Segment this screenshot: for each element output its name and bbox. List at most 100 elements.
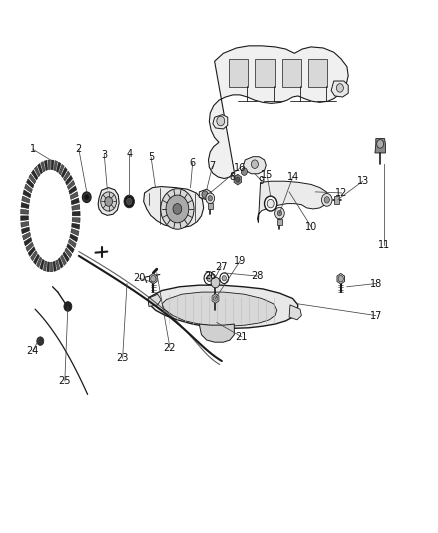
Polygon shape: [71, 229, 79, 236]
Polygon shape: [21, 203, 29, 208]
Circle shape: [277, 211, 282, 216]
Polygon shape: [199, 324, 234, 342]
Polygon shape: [162, 292, 277, 326]
Text: 3: 3: [101, 150, 107, 159]
Polygon shape: [56, 260, 60, 270]
Circle shape: [101, 192, 117, 211]
Circle shape: [173, 204, 182, 214]
Circle shape: [251, 160, 258, 168]
Polygon shape: [149, 273, 157, 284]
Text: 23: 23: [117, 353, 129, 363]
Text: 15: 15: [261, 170, 273, 180]
Text: 11: 11: [378, 240, 390, 250]
Polygon shape: [68, 239, 76, 248]
Polygon shape: [26, 179, 34, 188]
Polygon shape: [229, 59, 248, 87]
Polygon shape: [26, 242, 33, 252]
Circle shape: [206, 193, 215, 204]
Polygon shape: [149, 285, 298, 328]
Text: 18: 18: [370, 279, 382, 288]
Polygon shape: [36, 257, 42, 268]
Polygon shape: [61, 167, 67, 177]
Circle shape: [321, 193, 332, 206]
Polygon shape: [199, 189, 211, 200]
Polygon shape: [28, 247, 35, 256]
Polygon shape: [72, 211, 80, 216]
Polygon shape: [258, 181, 328, 223]
Polygon shape: [24, 237, 32, 246]
Text: 14: 14: [286, 172, 299, 182]
Text: 19: 19: [234, 256, 246, 266]
Polygon shape: [289, 305, 301, 320]
Circle shape: [161, 189, 194, 229]
Text: 2: 2: [76, 144, 82, 154]
Polygon shape: [21, 221, 29, 227]
Circle shape: [213, 296, 218, 301]
Text: 1: 1: [30, 144, 36, 154]
Circle shape: [207, 275, 212, 281]
Text: 10: 10: [305, 222, 317, 231]
Circle shape: [166, 195, 189, 223]
Circle shape: [275, 207, 284, 219]
Text: 22: 22: [164, 343, 176, 352]
Polygon shape: [64, 171, 70, 181]
Polygon shape: [60, 255, 67, 265]
Polygon shape: [244, 157, 266, 174]
Circle shape: [336, 84, 343, 92]
Polygon shape: [21, 216, 28, 221]
Circle shape: [338, 276, 343, 282]
Polygon shape: [308, 59, 327, 87]
Polygon shape: [67, 180, 75, 190]
Circle shape: [211, 277, 220, 288]
Circle shape: [236, 177, 240, 182]
Polygon shape: [22, 232, 31, 240]
Polygon shape: [212, 294, 219, 303]
Polygon shape: [51, 160, 54, 170]
Circle shape: [64, 302, 72, 311]
Polygon shape: [41, 161, 45, 172]
Circle shape: [82, 192, 91, 203]
Circle shape: [85, 195, 89, 200]
Polygon shape: [29, 174, 36, 184]
Circle shape: [37, 337, 44, 345]
Polygon shape: [70, 234, 78, 242]
Circle shape: [208, 196, 212, 201]
Polygon shape: [234, 174, 242, 185]
Polygon shape: [31, 251, 37, 261]
Text: 16: 16: [234, 163, 246, 173]
Circle shape: [204, 272, 215, 285]
Polygon shape: [65, 175, 73, 185]
Circle shape: [265, 196, 277, 211]
Polygon shape: [213, 115, 228, 129]
Text: 6: 6: [190, 158, 196, 167]
Text: 4: 4: [126, 149, 132, 158]
Text: 27: 27: [215, 262, 227, 271]
Polygon shape: [33, 254, 39, 264]
Text: 7: 7: [209, 161, 215, 171]
Polygon shape: [144, 187, 204, 228]
Polygon shape: [334, 196, 339, 204]
Polygon shape: [375, 139, 385, 153]
Polygon shape: [47, 262, 49, 272]
Polygon shape: [58, 257, 63, 268]
Polygon shape: [331, 81, 348, 97]
Polygon shape: [71, 198, 79, 205]
Polygon shape: [21, 209, 28, 214]
Text: 9: 9: [259, 176, 265, 186]
Circle shape: [377, 140, 384, 148]
Polygon shape: [43, 261, 47, 271]
Polygon shape: [40, 259, 44, 270]
Circle shape: [124, 195, 134, 208]
Circle shape: [151, 276, 156, 282]
Polygon shape: [50, 262, 53, 272]
Polygon shape: [277, 219, 282, 225]
Polygon shape: [337, 273, 345, 284]
Text: 24: 24: [27, 346, 39, 356]
Polygon shape: [48, 160, 50, 169]
Text: 20: 20: [133, 273, 145, 283]
Polygon shape: [32, 170, 38, 180]
Text: 26: 26: [204, 271, 216, 281]
Text: 13: 13: [357, 176, 369, 186]
Text: 25: 25: [59, 376, 71, 386]
Polygon shape: [21, 227, 30, 234]
